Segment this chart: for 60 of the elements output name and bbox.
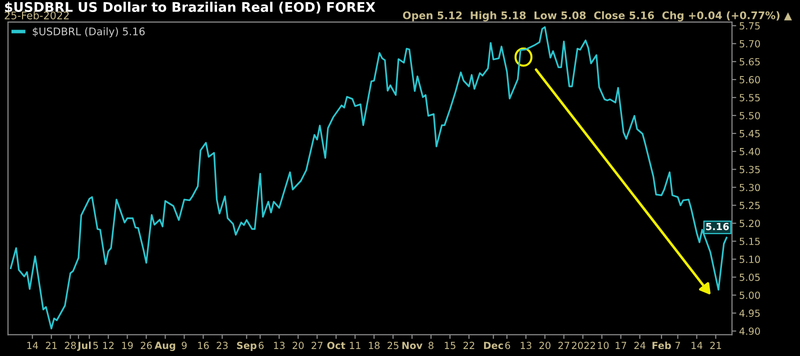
y-tick-label: 5.50: [740, 112, 760, 120]
y-tick-label: 5.20: [740, 220, 760, 228]
x-tick-label: 23: [216, 342, 228, 350]
x-tick-label: 21: [710, 342, 722, 349]
y-tick-label: 5.55: [740, 94, 760, 102]
annotation: 5.16: [706, 222, 729, 230]
x-tick-label: 13: [520, 342, 532, 350]
y-tick-label: 5.05: [740, 274, 760, 281]
x-tick-label: 12: [103, 342, 114, 349]
x-tick-label: 5: [93, 342, 98, 350]
x-tick-label: 18: [368, 342, 380, 350]
x-tick-label: 6: [258, 342, 264, 350]
x-tick-label: Jul: [77, 342, 91, 351]
x-tick-label: Aug: [154, 342, 176, 351]
y-tick-label: 4.90: [739, 328, 760, 335]
x-tick-label: 6: [505, 342, 510, 350]
x-tick-label: 24: [634, 342, 646, 349]
x-tick-label: 25: [388, 342, 398, 350]
x-tick-label: 20: [292, 342, 304, 350]
x-tick-label: 9: [182, 342, 187, 350]
y-tick-label: 5.65: [740, 58, 760, 66]
x-tick-label: 10: [598, 342, 609, 350]
x-tick-label: Feb: [652, 342, 671, 350]
y-tick-label: 5.00: [740, 292, 760, 299]
x-tick-label: 28: [64, 342, 76, 350]
line-series: [10, 26, 728, 330]
y-tick-label: 5.40: [740, 148, 760, 156]
x-tick-label: Dec: [484, 342, 503, 350]
x-tick-label: 15: [444, 342, 456, 350]
y-tick-label: 5.30: [740, 184, 760, 192]
x-tick-label: 7: [675, 342, 680, 349]
y-tick-label: 5.15: [740, 238, 760, 246]
y-tick-label: 5.70: [740, 40, 760, 48]
x-tick-label: Sep: [237, 342, 256, 351]
y-tick-label: 5.45: [740, 130, 760, 138]
x-tick-label: 17: [616, 342, 626, 349]
x-tick-label: 2022: [572, 342, 595, 350]
y-tick-label: 5.35: [740, 166, 760, 174]
x-tick-label: Oct: [327, 342, 346, 350]
x-tick-label: 26: [140, 342, 152, 350]
x-tick-label: 19: [122, 342, 133, 350]
x-tick-label: 27: [312, 342, 322, 349]
x-tick-label: 14: [692, 342, 702, 349]
x-tick-label: 21: [46, 342, 57, 349]
y-tick-label: 5.10: [740, 256, 760, 264]
y-tick-label: 5.75: [740, 22, 760, 30]
x-tick-label: 14: [27, 342, 38, 349]
x-tick-label: 13: [274, 342, 285, 350]
legend-label: $USDBRL (Daily) 5.16: [32, 27, 145, 38]
x-tick-label: 22: [464, 342, 474, 349]
y-tick-label: 4.95: [739, 310, 760, 317]
x-tick-label: 11: [350, 342, 360, 349]
x-tick-label: 8: [428, 342, 434, 350]
x-tick-label: 16: [198, 342, 209, 350]
y-tick-label: 5.60: [740, 76, 760, 84]
x-tick-label: 20: [539, 342, 550, 350]
y-tick-label: 5.25: [740, 202, 760, 210]
x-tick-label: Nov: [402, 342, 422, 350]
text: Open 5.12 High 5.18 Low 5.08 Close 5.16 Chg +0.04 (+0.77%) ▲: [402, 11, 792, 22]
x-tick-label: 27: [558, 342, 570, 349]
